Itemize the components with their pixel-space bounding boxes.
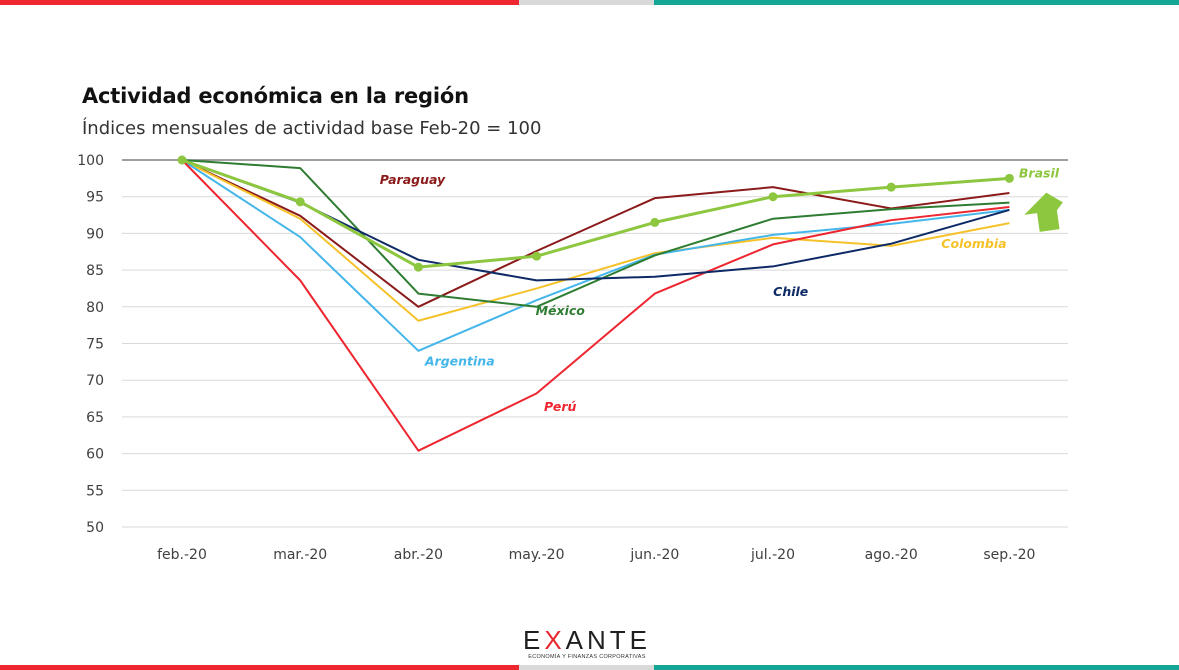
series-line-colombia xyxy=(181,159,1010,322)
y-tick-label: 50 xyxy=(86,520,104,536)
y-tick-label: 75 xyxy=(86,337,104,353)
y-tick-label: 85 xyxy=(86,263,104,279)
data-point-brasil xyxy=(886,182,896,192)
data-point-brasil xyxy=(1004,173,1014,183)
y-tick-label: 65 xyxy=(86,410,104,426)
bottom-bar-red xyxy=(0,665,519,670)
series-label-chile: Chile xyxy=(773,284,808,299)
series-label-peru: Perú xyxy=(544,399,576,414)
bottom-bar-teal xyxy=(654,665,1179,670)
chart-subtitle: Índices mensuales de actividad base Feb-… xyxy=(82,118,542,139)
data-point-brasil xyxy=(177,155,187,165)
data-point-brasil xyxy=(532,251,542,261)
series-line-argentina xyxy=(181,159,1010,352)
y-tick-label: 100 xyxy=(77,153,104,169)
y-tick-label: 60 xyxy=(86,447,104,463)
data-point-brasil xyxy=(650,217,660,227)
x-tick-label: sep.-20 xyxy=(983,547,1035,563)
series-label-colombia: Colombia xyxy=(941,236,1006,251)
top-color-bar xyxy=(0,0,1179,5)
y-tick-label: 80 xyxy=(86,300,104,316)
x-tick-label: ago.-20 xyxy=(865,547,918,563)
series-line-brasil xyxy=(181,158,1010,269)
x-tick-label: mar.-20 xyxy=(273,547,327,563)
bottom-bar-gray xyxy=(519,665,654,670)
series-label-brasil: Brasil xyxy=(1019,166,1060,181)
top-bar-red xyxy=(0,0,519,5)
data-point-brasil xyxy=(413,262,423,272)
y-tick-label: 90 xyxy=(86,226,104,242)
exante-logo: EXANTE ECONOMÍA Y FINANZAS CORPORATIVAS xyxy=(520,627,654,660)
x-tick-label: may.-20 xyxy=(509,547,565,563)
series-line-peru xyxy=(181,159,1010,452)
x-tick-label: jul.-20 xyxy=(750,547,795,563)
y-tick-label: 95 xyxy=(86,190,104,206)
series-line-paraguay xyxy=(181,159,1010,308)
x-tick-label: feb.-20 xyxy=(157,547,207,563)
logo-x: X xyxy=(544,625,566,655)
bottom-color-bar xyxy=(0,665,1179,670)
series-label-paraguay: Paraguay xyxy=(380,172,446,187)
logo-tagline: ECONOMÍA Y FINANZAS CORPORATIVAS xyxy=(528,654,646,660)
series-line-mexico xyxy=(181,159,1010,308)
x-tick-label: jun.-20 xyxy=(629,547,679,563)
logo-ante: ANTE xyxy=(565,625,652,655)
y-tick-label: 55 xyxy=(86,483,104,499)
logo-e: E xyxy=(522,625,545,655)
series-label-mexico: México xyxy=(536,303,586,318)
x-tick-label: abr.-20 xyxy=(394,547,443,563)
top-bar-teal xyxy=(654,0,1179,5)
top-bar-gray xyxy=(519,0,654,5)
chart-title: Actividad económica en la región xyxy=(82,84,469,108)
series-label-argentina: Argentina xyxy=(424,354,495,369)
logo-wordmark: EXANTE xyxy=(520,627,654,653)
y-tick-label: 70 xyxy=(86,373,104,389)
up-arrow-icon xyxy=(1024,192,1063,232)
data-point-brasil xyxy=(295,197,305,207)
data-point-brasil xyxy=(768,192,778,202)
